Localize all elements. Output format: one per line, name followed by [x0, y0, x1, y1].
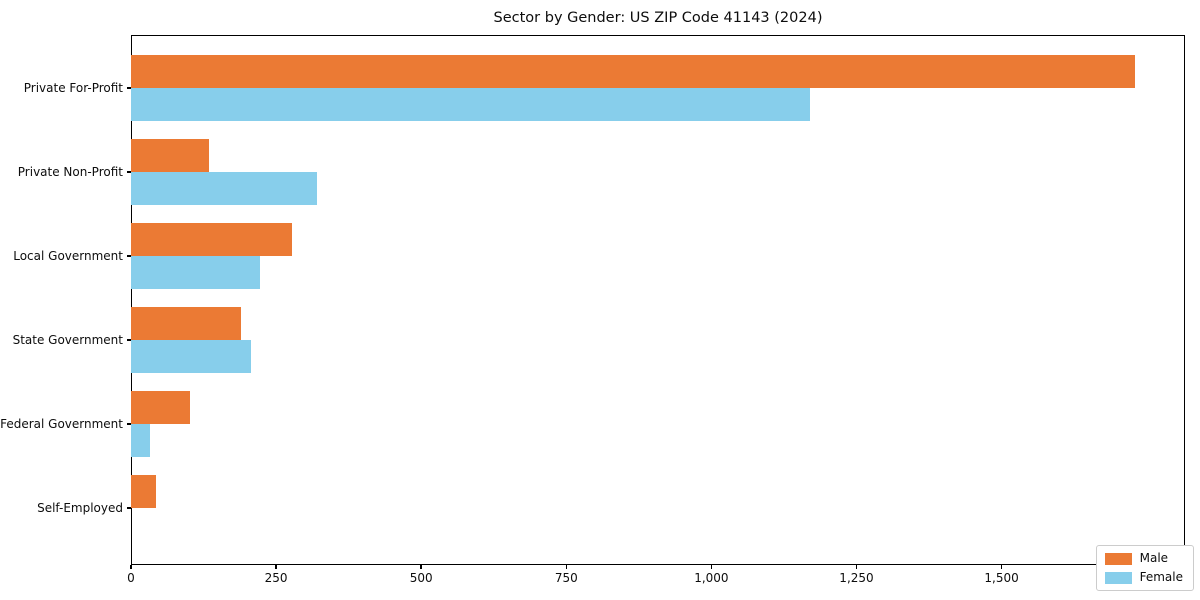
x-tick-label-750: 750 [554, 571, 578, 585]
x-tick-mark-1250 [855, 565, 858, 569]
legend: Male Female [1095, 545, 1194, 591]
legend-label-male: Male [1139, 551, 1169, 565]
y-tick-label-federal-government: Federal Government [0, 417, 123, 431]
bar-female-federal-government [131, 424, 151, 457]
bar-female-private-non-profit [131, 172, 317, 205]
bar-female-state-government [131, 340, 252, 373]
y-tick-label-self-employed: Self-Employed [37, 501, 123, 515]
y-tick-label-private-non-profit: Private Non-Profit [17, 165, 123, 179]
x-tick-mark-1000 [710, 565, 713, 569]
y-tick-mark-federal-government [127, 423, 131, 425]
x-tick-mark-250 [275, 565, 277, 569]
y-tick-mark-private-non-profit [127, 171, 131, 173]
legend-label-female: Female [1139, 570, 1183, 584]
bar-male-state-government [131, 307, 242, 340]
x-tick-mark-750 [565, 565, 568, 569]
chart-title: Sector by Gender: US ZIP Code 41143 (202… [493, 10, 823, 26]
x-tick-mark-500 [420, 565, 422, 569]
x-tick-mark-0 [130, 565, 132, 569]
x-tick-label-1250: 1,250 [839, 571, 874, 585]
x-tick-label-1500: 1,500 [984, 571, 1019, 585]
bar-female-private-for-profit [131, 88, 811, 121]
bar-female-local-government [131, 256, 260, 289]
plot-area [131, 35, 1185, 565]
legend-swatch-male [1104, 552, 1132, 565]
y-tick-mark-local-government [127, 255, 131, 257]
legend-item-female: Female [1104, 570, 1183, 584]
y-tick-label-private-for-profit: Private For-Profit [23, 81, 123, 95]
bar-male-federal-government [131, 391, 191, 424]
legend-swatch-female [1104, 571, 1132, 584]
y-tick-label-local-government: Local Government [13, 249, 123, 263]
bar-male-local-government [131, 223, 293, 256]
bar-male-private-for-profit [131, 55, 1136, 88]
y-tick-mark-private-for-profit [127, 87, 131, 89]
legend-item-male: Male [1104, 551, 1183, 565]
y-tick-label-state-government: State Government [12, 333, 123, 347]
x-tick-mark-1500 [1000, 565, 1003, 569]
bar-male-private-non-profit [131, 139, 210, 172]
x-tick-label-1000: 1,000 [694, 571, 729, 585]
y-tick-mark-state-government [127, 339, 131, 341]
bar-male-self-employed [131, 475, 156, 508]
x-tick-label-250: 250 [264, 571, 288, 585]
plot-area-frame [131, 35, 1185, 565]
y-tick-mark-self-employed [127, 507, 131, 509]
x-tick-label-500: 500 [409, 571, 433, 585]
x-tick-label-0: 0 [127, 571, 135, 585]
